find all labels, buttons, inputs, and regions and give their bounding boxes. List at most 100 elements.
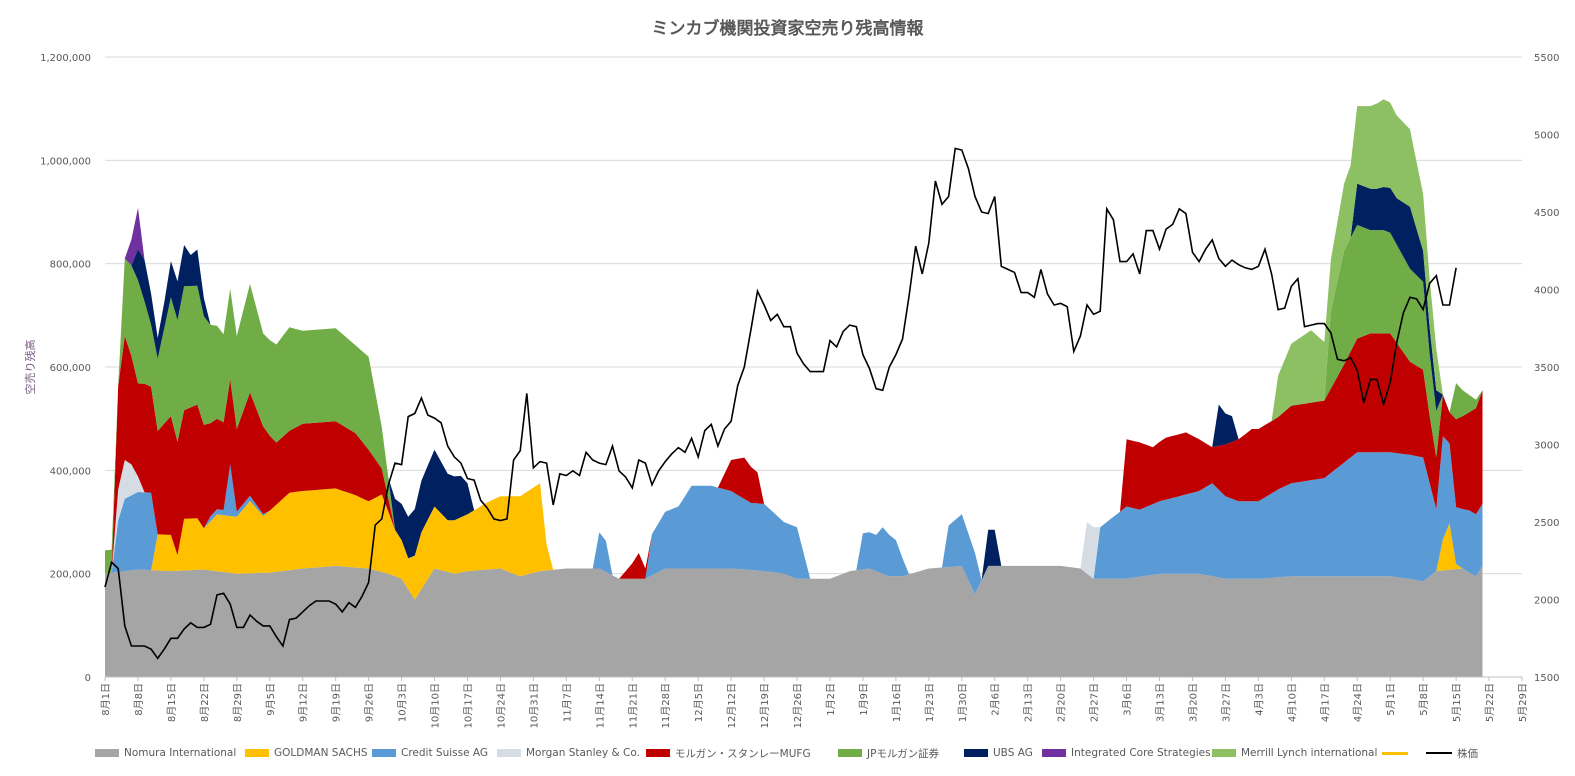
y-tick-label: 1,000,000 — [40, 156, 91, 167]
legend-swatch — [245, 749, 269, 757]
x-tick-label: 9月19日 — [331, 683, 343, 722]
area-credit-suisse-ag — [592, 532, 613, 576]
area-goldman-sachs — [151, 483, 554, 600]
x-tick-label: 12月19日 — [759, 683, 771, 728]
x-tick-label: 10月31日 — [528, 683, 540, 728]
x-tick-label: 1月16日 — [891, 683, 903, 722]
area-credit-suisse-ag — [645, 485, 811, 579]
x-tick-label: 4月24日 — [1352, 683, 1364, 722]
legend-swatch — [372, 749, 396, 757]
y-tick-label: 800,000 — [50, 260, 91, 271]
area-morgan-stanley-co- — [1080, 522, 1101, 579]
area-credit-suisse-ag — [1093, 436, 1483, 582]
x-tick-label: 8月15日 — [166, 683, 178, 722]
x-tick-label: 12月26日 — [792, 683, 804, 728]
x-tick-label: 2月6日 — [990, 683, 1002, 716]
legend-label: Credit Suisse AG — [401, 747, 489, 759]
y2-tick-label: 3000 — [1534, 441, 1559, 452]
legend-item: Credit Suisse AG — [372, 744, 488, 762]
legend-item: モルガン・スタンレーMUFG — [646, 744, 811, 762]
area-merrill-lynch-international — [1271, 99, 1443, 422]
x-tick-label: 11月14日 — [594, 683, 606, 728]
x-tick-label: 10月3日 — [397, 683, 409, 722]
plot-area: 0 200,000 400,000 600,000 800,000 1,000,000 1,… — [23, 53, 1559, 728]
x-tick-label: 9月26日 — [364, 683, 376, 722]
y-axis-title: 空売り残高 — [23, 340, 37, 395]
x-tick-label: 8月8日 — [133, 683, 145, 716]
y-tick-label: 0 — [85, 673, 91, 684]
x-tick-label: 5月8日 — [1418, 683, 1430, 716]
legend-item: UBS AG — [964, 744, 1033, 762]
x-tick-label: 1月2日 — [825, 683, 837, 716]
x-tick-label: 2月27日 — [1089, 683, 1101, 722]
area-credit-suisse-ag — [942, 514, 982, 595]
x-tick-label: 3月20日 — [1187, 683, 1199, 722]
x-tick-label: 11月28日 — [660, 683, 672, 728]
y2-tick-label: 3500 — [1534, 363, 1559, 374]
x-tick-label: 1月9日 — [858, 683, 870, 716]
legend-swatch — [964, 749, 988, 757]
legend-label: JPモルガン証券 — [867, 747, 940, 760]
area-goldman-sachs — [1436, 523, 1463, 572]
area-integrated-core-strategies — [124, 207, 145, 266]
x-tick-label: 1月23日 — [924, 683, 936, 722]
area-jp- — [1324, 224, 1483, 458]
x-tick-label: 10月10日 — [430, 683, 442, 728]
x-tick-label: 9月5日 — [265, 683, 277, 716]
legend-swatch — [1382, 751, 1408, 755]
area-jp- — [105, 258, 395, 574]
y2-tick-label: 2500 — [1534, 518, 1559, 529]
area--mufg — [111, 336, 395, 573]
y2-tick-label: 4500 — [1534, 208, 1559, 219]
x-tick-label: 3月6日 — [1122, 683, 1134, 716]
x-tick-label: 11月7日 — [561, 683, 573, 722]
x-tick-label: 10月17日 — [462, 683, 474, 728]
x-tick-label: 5月1日 — [1385, 683, 1397, 716]
x-tick-label: 8月29日 — [232, 683, 244, 722]
x-tick-label: 9月12日 — [298, 683, 310, 722]
area-ubs-ag — [388, 449, 475, 559]
legend-item: GOLDMAN SACHS — [245, 744, 368, 762]
y-tick-label: 1,200,000 — [40, 53, 91, 64]
legend-label: UBS AG — [993, 747, 1033, 759]
legend-item: JPモルガン証券 — [838, 744, 939, 762]
legend-label: Integrated Core Strategies — [1071, 747, 1211, 759]
y2-tick-label: 5500 — [1534, 53, 1559, 64]
legend-label: GOLDMAN SACHS — [274, 747, 368, 759]
legend-item — [1382, 744, 1413, 762]
y-tick-label: 400,000 — [50, 466, 91, 477]
area--mufg — [717, 457, 765, 504]
y2-tick-label: 1500 — [1534, 673, 1559, 684]
area-ubs-ag — [1212, 404, 1239, 448]
legend-swatch — [1212, 749, 1236, 757]
area-morgan-stanley-co- — [111, 460, 145, 573]
legend-item: Integrated Core Strategies — [1042, 744, 1211, 762]
x-tick-label: 10月24日 — [495, 683, 507, 728]
x-tick-label: 5月22日 — [1484, 683, 1496, 722]
x-tick-label: 3月27日 — [1220, 683, 1232, 722]
area-ubs-ag — [981, 529, 1002, 581]
legend-label: Merrill Lynch international — [1241, 747, 1378, 759]
x-tick-label: 12月12日 — [726, 683, 738, 728]
legend-label: 株価 — [1457, 747, 1478, 760]
x-tick-label: 2月13日 — [1023, 683, 1035, 722]
chart-title: ミンカブ機関投資家空売り残高情報 — [651, 19, 924, 39]
x-tick-label: 4月10日 — [1286, 683, 1298, 722]
x-tick-label: 11月21日 — [627, 683, 639, 728]
legend-item: Morgan Stanley & Co. — [497, 744, 640, 762]
y2-tick-label: 2000 — [1534, 596, 1559, 607]
x-tick-label: 8月1日 — [100, 683, 112, 716]
legend-swatch — [838, 749, 862, 757]
area-nomura-international — [105, 565, 1483, 677]
legend-label: モルガン・スタンレーMUFG — [675, 747, 811, 760]
price-line — [104, 147, 1457, 660]
area--mufg — [1093, 333, 1483, 528]
area--mufg — [619, 534, 652, 579]
area-ubs-ag — [131, 245, 211, 359]
legend-label: Nomura International — [124, 747, 237, 759]
legend-item: Nomura International — [95, 744, 236, 762]
legend-label: Morgan Stanley & Co. — [526, 747, 640, 759]
x-tick-label: 2月20日 — [1056, 683, 1068, 722]
legend-swatch — [95, 749, 119, 757]
